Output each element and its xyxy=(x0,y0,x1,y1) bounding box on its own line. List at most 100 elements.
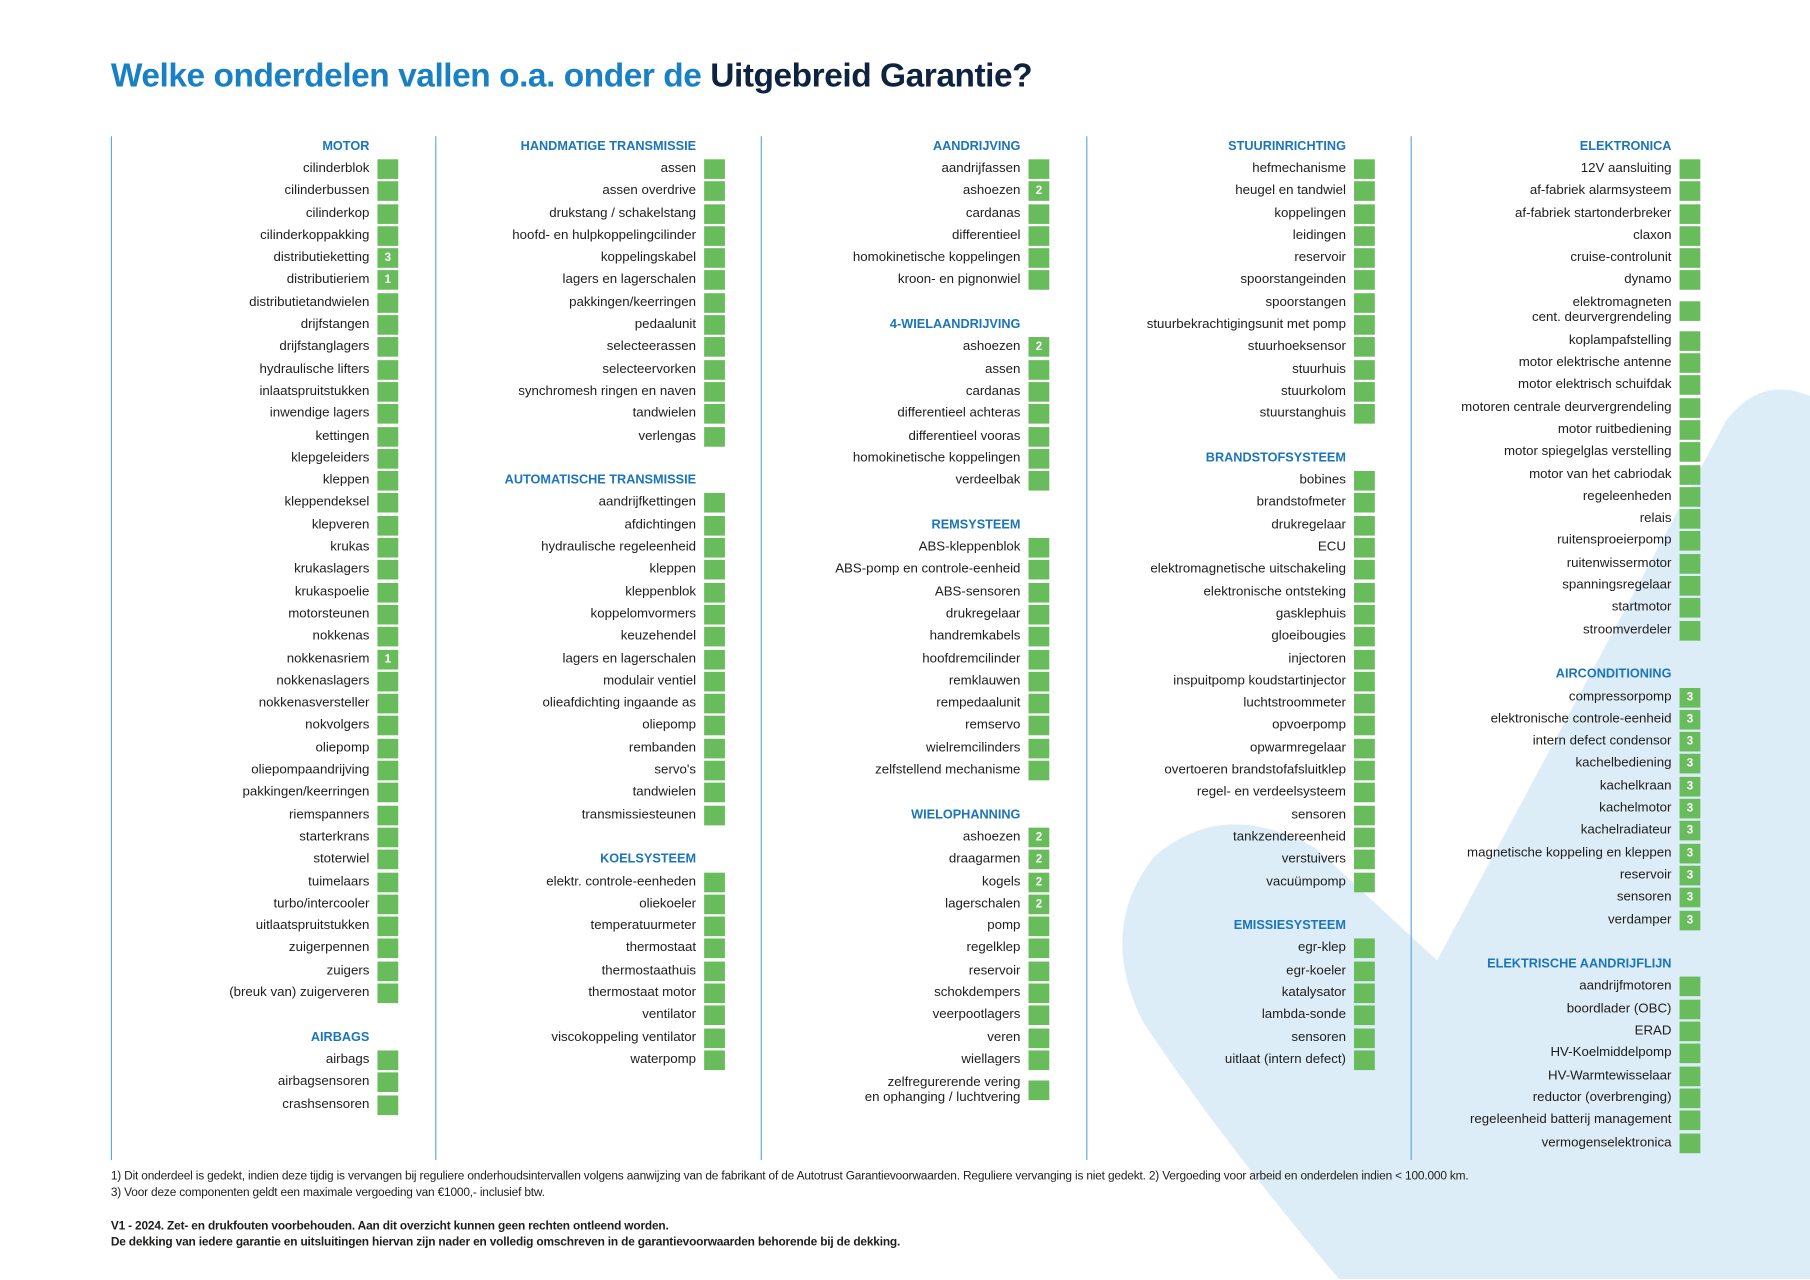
part-row: verdeelbak xyxy=(668,470,1050,492)
part-label: sensoren xyxy=(1291,807,1346,822)
coverage-box: 3 xyxy=(1679,798,1701,819)
coverage-box xyxy=(1028,1028,1050,1048)
coverage-box: 3 xyxy=(1679,776,1701,797)
coverage-box xyxy=(1679,375,1701,396)
part-label: ashoezen xyxy=(962,183,1021,198)
coverage-box xyxy=(1679,464,1701,485)
part-label: regel- en verdeelsysteem xyxy=(1196,785,1346,800)
coverage-box: 2 xyxy=(1028,337,1050,358)
coverage-box xyxy=(704,716,725,736)
part-label: leidingen xyxy=(1292,228,1346,243)
part-row: schokdempers xyxy=(668,982,1050,1004)
section-title: BRANDSTOFSYSTEEM xyxy=(1205,450,1346,465)
part-row: HV-Warmtewisselaar xyxy=(1319,1065,1701,1087)
part-label: opwarmregelaar xyxy=(1250,740,1346,755)
part-label: hoofd- en hulpkoppelingcilinder xyxy=(512,228,697,243)
coverage-box xyxy=(1354,337,1375,358)
part-row: kleppenblok xyxy=(344,581,725,603)
part-row: handremkabels xyxy=(668,626,1050,648)
part-row: veerpootlagers xyxy=(668,1004,1050,1026)
coverage-box: 3 xyxy=(1679,754,1701,774)
coverage-box xyxy=(1354,1028,1375,1048)
part-label: wiellagers xyxy=(961,1052,1021,1067)
coverage-box xyxy=(704,1005,725,1026)
coverage-box xyxy=(1354,961,1375,981)
section-title: ELEKTRISCHE AANDRIJFLIJN xyxy=(1487,956,1672,971)
coverage-box xyxy=(377,181,399,202)
part-row: compressorpomp 3 xyxy=(1319,686,1701,708)
coverage-box xyxy=(1354,181,1375,202)
part-row: rempedaalunit xyxy=(668,693,1050,715)
part-row: aandrijfassen xyxy=(668,158,1050,180)
coverage-box xyxy=(704,872,725,892)
part-label: transmissiesteunen xyxy=(581,807,697,822)
section-title: MOTOR xyxy=(322,139,370,153)
disclaimer: V1 - 2024. Zet- en drukfouten voorbehoud… xyxy=(110,1220,669,1233)
part-label: cardanas xyxy=(965,384,1021,399)
part-label: nokkenaslagers xyxy=(276,673,370,688)
part-label: selecteervorken xyxy=(602,362,697,376)
part-label: kachelmotor xyxy=(1599,801,1672,816)
part-row: af-fabriek startonderbreker xyxy=(1319,202,1701,224)
coverage-box xyxy=(1354,783,1375,803)
part-label: regeleenheid batterij management xyxy=(1469,1113,1672,1127)
part-label: injectoren xyxy=(1288,651,1346,666)
check-shape xyxy=(1122,389,1810,1280)
coverage-box xyxy=(377,716,399,736)
part-label: egr-koeler xyxy=(1286,963,1346,978)
part-row: assen overdrive xyxy=(344,180,725,202)
part-label: ECU xyxy=(1317,540,1346,555)
part-row: cilinderkoppakking xyxy=(17,225,399,247)
coverage-box xyxy=(1028,1005,1050,1026)
coverage-box xyxy=(704,961,725,981)
part-row: nokkenasriem 1 xyxy=(17,648,399,670)
coverage-box xyxy=(1354,849,1375,870)
part-row: motor van het cabriodak xyxy=(1319,463,1701,485)
coverage-box xyxy=(1028,270,1050,291)
coverage-box xyxy=(377,404,399,424)
coverage-box: 3 xyxy=(1679,843,1701,864)
part-label: temperatuurmeter xyxy=(590,919,697,933)
part-label: dynamo xyxy=(1624,272,1672,287)
part-label: koplampafstelling xyxy=(1568,333,1672,348)
part-row: krukaspoelie xyxy=(17,581,399,603)
coverage-box xyxy=(1028,404,1050,424)
section-title: REMSYSTEEM xyxy=(931,517,1021,532)
coverage-box xyxy=(704,1028,725,1048)
part-label: kleppen xyxy=(322,473,370,488)
part-label: spoorstangeinden xyxy=(1240,272,1346,287)
part-label: motorsteunen xyxy=(288,607,370,621)
note-number: 2 xyxy=(1035,875,1043,889)
part-label: drukregelaar xyxy=(945,607,1021,621)
coverage-box xyxy=(1028,983,1050,1004)
part-row: egr-koeler xyxy=(994,960,1375,982)
part-label: motor elektrische antenne xyxy=(1518,355,1672,370)
part-label: nokkenasversteller xyxy=(258,696,370,711)
part-row: oliekoeler xyxy=(344,893,725,915)
part-label: keuzehendel xyxy=(620,629,697,644)
coverage-box: 3 xyxy=(1679,687,1701,708)
part-label: drijfstanglagers xyxy=(279,339,370,354)
coverage-box xyxy=(1679,1133,1701,1153)
coverage-box xyxy=(1028,248,1050,268)
part-label: pakkingen/keerringen xyxy=(569,295,697,310)
part-row: oliepompaandrijving xyxy=(17,759,399,781)
part-label: kleppenblok xyxy=(625,584,697,599)
coverage-box: 3 xyxy=(1679,709,1701,730)
part-row: cilinderbussen xyxy=(17,180,399,202)
part-label: hydraulische regeleenheid xyxy=(541,540,697,555)
part-row: spoorstangen xyxy=(994,292,1375,314)
part-row: hoofd- en hulpkoppelingcilinder xyxy=(344,225,725,247)
coverage-box xyxy=(377,537,399,558)
part-label: gasklephuis xyxy=(1275,607,1346,621)
title-start: Welke onderdelen vallen o.a. onder de xyxy=(110,57,702,95)
part-row: differentieel achteras xyxy=(668,403,1050,425)
part-label: turbo/intercooler xyxy=(273,896,370,911)
part-label: stuurhoeksensor xyxy=(1247,339,1346,354)
part-label: rembanden xyxy=(628,740,697,755)
part-row: koppelingen xyxy=(994,202,1375,224)
note-number: 3 xyxy=(1686,913,1694,927)
part-row: brandstofmeter xyxy=(994,492,1375,514)
coverage-box xyxy=(704,582,725,603)
part-label: zuigerpennen xyxy=(288,941,370,956)
